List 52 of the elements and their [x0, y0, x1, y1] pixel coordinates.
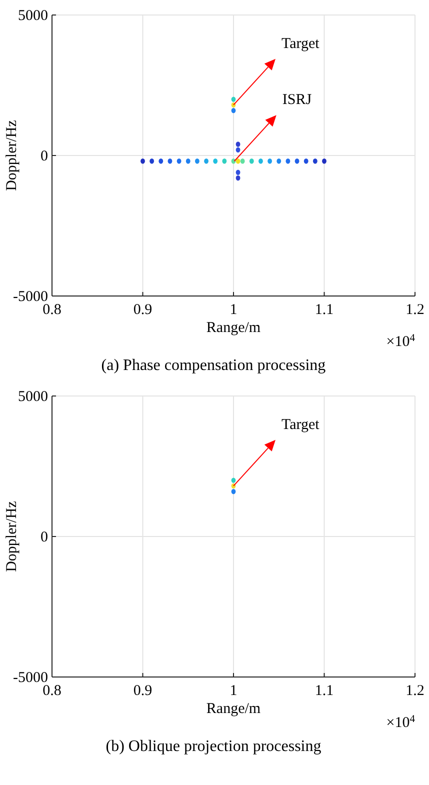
x-axis-title: Range/m: [206, 320, 261, 336]
point: [268, 158, 272, 164]
y-tick-label: -5000: [13, 670, 48, 686]
x-tick-label: 1.2: [406, 683, 424, 699]
point: [312, 158, 318, 164]
y-axis-title: Doppler/Hz: [4, 120, 20, 191]
point: [236, 170, 240, 175]
point: [176, 158, 182, 164]
point: [236, 175, 240, 181]
y-axis-title: Doppler/Hz: [4, 500, 20, 572]
x-tick-label: 1: [230, 302, 238, 318]
point: [140, 158, 145, 164]
x-tick-label: 1.2: [406, 302, 424, 318]
point: [158, 158, 164, 164]
text: (a) Phase compensation processing: [101, 357, 326, 374]
point: [236, 158, 240, 164]
point: [236, 142, 240, 147]
x-tick-label: 1: [230, 683, 238, 699]
x-tick-label: 1.1: [314, 683, 334, 699]
x-tick-label: 0.9: [133, 302, 152, 318]
point: [213, 158, 218, 164]
x-tick-label: 0.8: [42, 683, 62, 699]
x-tick-label: 1.1: [314, 302, 334, 318]
y-tick-label: -5000: [13, 289, 48, 305]
point: [150, 158, 154, 164]
point: [231, 488, 236, 494]
point: [294, 158, 300, 164]
point: [322, 158, 326, 164]
y-tick-label: 0: [40, 148, 48, 164]
point: [236, 147, 240, 152]
x-axis-title: Range/m: [206, 701, 261, 717]
point: [258, 158, 263, 164]
annotation: ISRJ: [282, 92, 312, 108]
point: [195, 158, 200, 164]
point: [231, 108, 236, 114]
point: [276, 158, 282, 164]
point: [286, 158, 290, 164]
x-tick-label: 0.8: [42, 302, 62, 318]
point: [304, 158, 308, 164]
text: ×10$^{4}$: [386, 714, 416, 731]
y-tick-label: 5000: [18, 8, 48, 24]
x-tick-label: 0.9: [133, 683, 152, 699]
annotation: Target: [282, 416, 320, 433]
annotation: Target: [282, 36, 320, 52]
y-tick-label: 0: [40, 530, 48, 546]
y-tick-label: 5000: [18, 389, 48, 405]
text: ×10$^{4}$: [386, 332, 416, 350]
point: [240, 158, 245, 164]
text: (b) Oblique projection processing: [106, 738, 322, 755]
point: [204, 158, 208, 164]
point: [231, 478, 236, 483]
point: [168, 158, 172, 164]
